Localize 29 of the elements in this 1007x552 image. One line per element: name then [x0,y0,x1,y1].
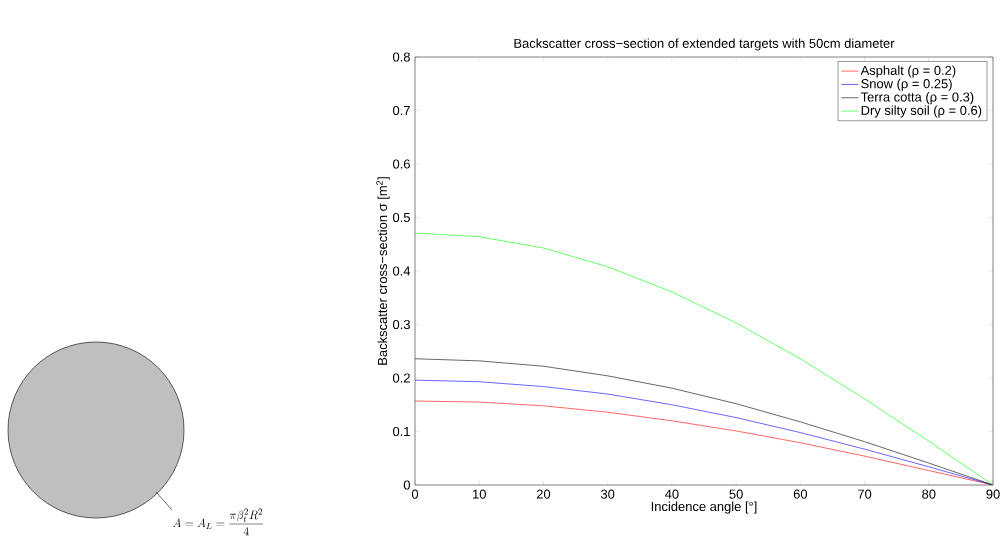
x-tick-label: 60 [793,489,808,499]
x-tick-label: 10 [473,489,486,499]
x-tick-label: 90 [986,489,1000,499]
y-tick-label: 0.2 [392,373,410,383]
y-tick-label: 0.1 [392,426,410,437]
line-series [415,232,993,485]
x-tick-label: 30 [600,489,615,499]
legend-label: Snow (ρ = 0.25) [861,78,952,91]
x-tick-label: 20 [536,489,551,499]
y-tick-label: 0.5 [392,212,410,223]
y-tick-label: 0.7 [392,105,410,116]
y-tick-label: 0.3 [392,319,410,330]
y-tick-label: 0.8 [392,52,410,62]
legend-label: Dry silty soil (ρ = 0.6) [861,105,982,118]
x-tick-label: 40 [664,489,679,499]
x-tick-label: 80 [922,489,936,499]
x-axis-title: Incidence angle [°] [651,501,757,514]
legend-label: Asphalt (ρ = 0.2) [860,65,956,78]
x-tick-label: 50 [729,489,743,499]
line-series [415,379,993,485]
y-tick-label: 0 [403,480,410,490]
x-tick-label: 70 [858,489,872,499]
chart-title: Backscatter cross−section of extended targets with 50cm diameter [514,38,895,51]
y-axis-title: Backscatter cross−section σ [m$^{2}$] [376,177,390,365]
y-tick-label: 0.4 [392,266,411,276]
legend-label: Terra cotta (ρ = 0.3) [860,92,974,105]
text: $A = A_L = \frac{\pi\beta_t^2R^2}{4}$ [172,508,264,536]
x-tick-label: 0 [411,489,419,499]
y-tick-label: 0.6 [392,159,410,169]
